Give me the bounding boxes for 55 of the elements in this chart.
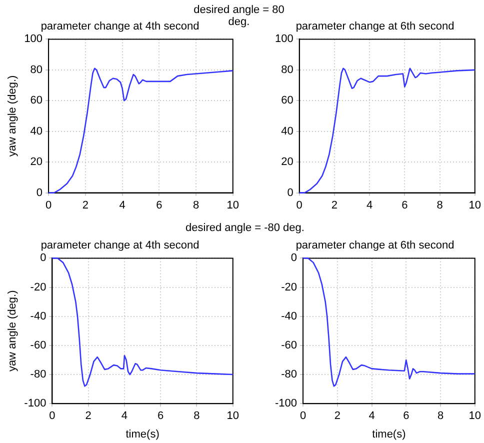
x-tick-label: 8 <box>194 410 200 422</box>
x-tick-label: 10 <box>468 199 482 212</box>
y-tick-label: 80 <box>281 64 294 76</box>
x-tick-label: 8 <box>437 410 444 422</box>
y-tick-label: -40 <box>30 310 46 322</box>
chart-title: parameter change at 4th second <box>40 240 200 252</box>
chart-title: parameter change at 6th second <box>296 20 454 33</box>
y-tick-label: 60 <box>30 94 43 107</box>
y-tick-label: 20 <box>30 156 43 168</box>
chart-title: parameter change at 6th second <box>296 240 454 252</box>
y-tick-label: 40 <box>281 125 294 138</box>
y-tick-label: -80 <box>281 368 298 381</box>
y-tick-label: 20 <box>281 156 294 168</box>
y-tick-label: 0 <box>40 252 46 264</box>
text: desired angle = -80 deg. <box>184 222 306 234</box>
x-tick-label: 2 <box>331 199 338 212</box>
y-axis-title: yaw angle (deg.) <box>6 75 19 157</box>
y-tick-label: -40 <box>281 310 298 322</box>
y-tick-label: -60 <box>30 339 46 352</box>
x-tick-label: 8 <box>436 199 443 212</box>
x-axis-title: time(s) <box>126 428 160 440</box>
y-tick-label: 100 <box>274 33 294 46</box>
y-axis-title: yaw angle (deg.) <box>6 290 19 372</box>
x-tick-label: 8 <box>192 199 200 212</box>
chart-title: parameter change at 4th second <box>40 20 200 33</box>
y-tick-label: -20 <box>281 281 298 294</box>
y-tick-label: -60 <box>281 339 298 352</box>
y-tick-label: 0 <box>287 186 294 199</box>
x-tick-label: 2 <box>82 199 88 212</box>
x-tick-label: 6 <box>402 199 408 212</box>
y-tick-label: -100 <box>274 398 298 410</box>
x-tick-label: 0 <box>300 410 306 422</box>
x-tick-label: 6 <box>156 199 162 212</box>
y-tick-label: 0 <box>290 252 298 264</box>
x-tick-label: 4 <box>121 410 128 422</box>
y-tick-label: -100 <box>24 398 46 410</box>
x-tick-label: 4 <box>366 199 373 212</box>
x-tick-label: 4 <box>368 410 375 422</box>
x-tick-label: 6 <box>158 410 164 422</box>
x-tick-label: 6 <box>403 410 410 422</box>
y-tick-label: 40 <box>30 125 43 138</box>
y-tick-label: 80 <box>30 64 43 76</box>
x-tick-label: 4 <box>119 199 126 212</box>
x-axis-title: time(s) <box>372 428 406 440</box>
y-tick-label: -20 <box>30 281 46 294</box>
y-tick-label: -80 <box>30 368 46 381</box>
x-tick-label: 2 <box>334 410 340 422</box>
x-tick-label: 10 <box>468 410 482 422</box>
x-tick-label: 0 <box>49 410 56 422</box>
y-tick-label: 60 <box>281 94 294 107</box>
x-tick-label: 2 <box>85 410 92 422</box>
y-tick-label: 100 <box>24 33 43 46</box>
x-tick-label: 10 <box>226 199 240 212</box>
y-tick-label: 0 <box>36 186 43 199</box>
x-tick-label: 10 <box>226 410 240 422</box>
